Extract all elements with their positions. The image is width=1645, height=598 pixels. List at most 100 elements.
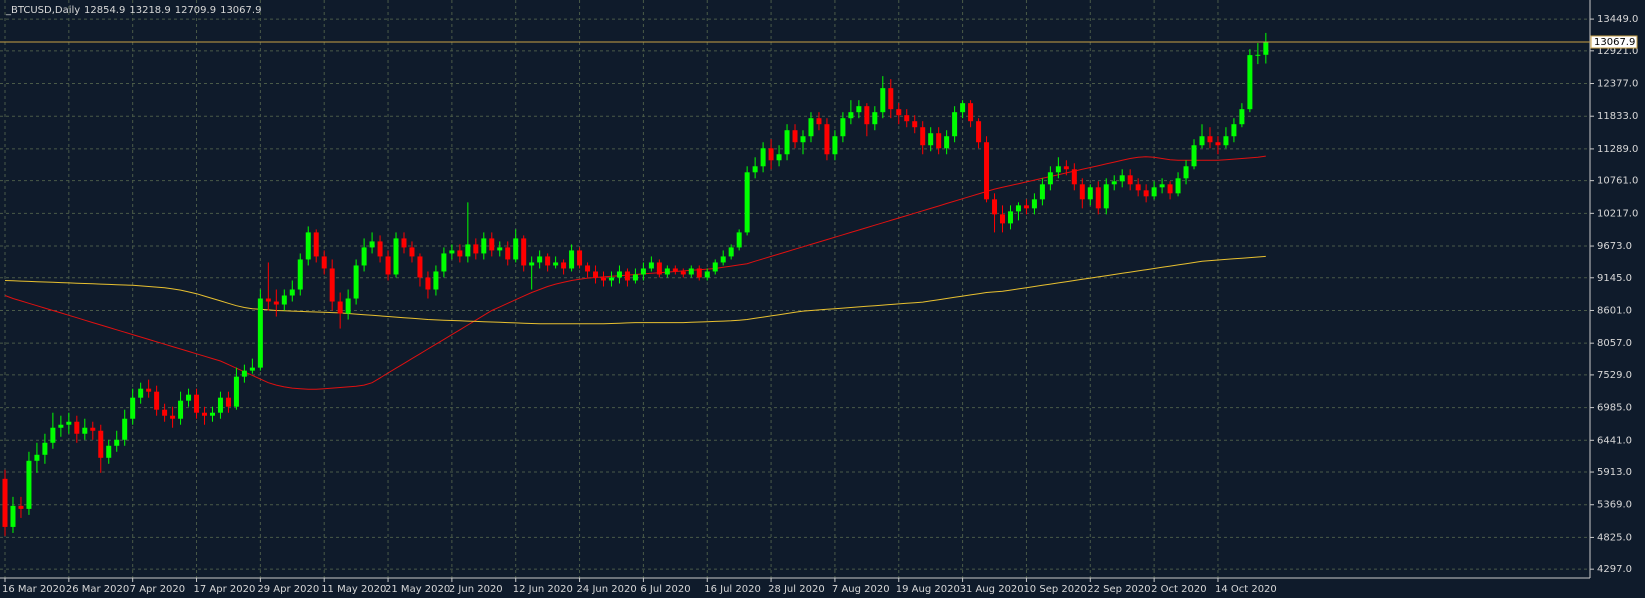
candle-body: [936, 133, 942, 149]
candle-body: [553, 262, 559, 266]
candle-body: [10, 505, 16, 527]
x-tick-label: 10 Sep 2020: [1023, 584, 1086, 595]
candle-body: [537, 256, 543, 263]
candle-body: [656, 262, 662, 275]
candle-body: [672, 268, 678, 272]
candle-body: [992, 199, 998, 215]
candle-body: [26, 460, 32, 509]
x-tick-label: 26 Mar 2020: [66, 584, 129, 595]
candle-body: [457, 250, 463, 257]
candle-body: [720, 256, 726, 263]
candle-body: [776, 154, 782, 161]
y-tick-label: 12377.0: [1597, 79, 1638, 90]
candle-body: [377, 241, 383, 257]
candle-body: [856, 106, 862, 113]
candle-body: [313, 232, 319, 257]
candle-body: [1119, 175, 1125, 182]
x-tick-label: 29 Apr 2020: [257, 584, 319, 595]
candle-body: [321, 256, 327, 269]
candle-body: [1159, 184, 1165, 188]
x-tick-label: 31 Aug 2020: [960, 584, 1024, 595]
x-tick-label: 12 Jun 2020: [513, 584, 573, 595]
candle-body: [704, 271, 710, 278]
candle-body: [345, 298, 351, 314]
candle-body: [880, 88, 886, 113]
x-tick-label: 19 Aug 2020: [896, 584, 960, 595]
candle-body: [209, 412, 215, 416]
candle-body: [768, 148, 774, 161]
candle-body: [912, 121, 918, 128]
candle-body: [832, 136, 838, 155]
candle-body: [984, 142, 990, 200]
candle-body: [241, 370, 247, 377]
candle-body: [608, 277, 614, 281]
x-tick-label: 24 Jun 2020: [577, 584, 637, 595]
moving-average-line: [4, 255, 1266, 325]
x-tick-label: 16 Mar 2020: [2, 584, 65, 595]
candle-body: [194, 394, 200, 413]
y-tick-label: 11833.0: [1597, 111, 1638, 122]
candle-body: [1079, 184, 1085, 200]
y-tick-label: 10217.0: [1597, 208, 1638, 219]
candle-body: [1015, 205, 1021, 212]
y-tick-label: 12921.0: [1597, 46, 1638, 57]
candle-body: [968, 103, 974, 122]
candle-body: [1047, 172, 1053, 185]
candle-body: [1087, 187, 1093, 200]
x-tick-label: 2 Jun 2020: [449, 584, 503, 595]
candle-body: [1239, 109, 1245, 125]
candle-body: [513, 238, 519, 260]
candle-body: [569, 250, 575, 269]
candle-body: [808, 118, 814, 137]
candle-body: [18, 505, 24, 509]
candle-body: [664, 268, 670, 275]
candle-body: [433, 271, 439, 290]
candle-body: [178, 400, 184, 419]
candle-body: [385, 256, 391, 275]
candle-body: [90, 427, 96, 431]
candle-body: [800, 136, 806, 143]
candle-body: [401, 238, 407, 248]
candle-body: [2, 478, 8, 527]
candle-body: [34, 454, 40, 461]
y-tick-label: 6441.0: [1597, 435, 1632, 446]
candle-body: [138, 388, 144, 398]
candle-body: [680, 271, 686, 275]
candle-body: [896, 109, 902, 116]
candle-body: [58, 424, 64, 428]
candle-body: [1167, 184, 1173, 194]
candle-body: [784, 130, 790, 155]
candle-body: [473, 244, 479, 254]
x-tick-label: 16 Jul 2020: [704, 584, 761, 595]
candle-body: [1103, 184, 1109, 209]
candle-body: [297, 259, 303, 290]
candle-body: [904, 115, 910, 122]
candle-body: [329, 268, 335, 302]
candle-body: [217, 397, 223, 413]
candle-body: [1263, 41, 1269, 55]
chart-title: _BTCUSD,Daily: [5, 5, 80, 16]
last-price-label: 13067.9: [1594, 37, 1635, 48]
candle-body: [752, 166, 758, 173]
candle-body: [289, 289, 295, 296]
candle-body: [441, 253, 447, 272]
candle-body: [98, 430, 104, 458]
candle-body: [1031, 199, 1037, 209]
candle-body: [601, 277, 606, 281]
candle-body: [481, 238, 487, 254]
candle-body: [497, 247, 503, 251]
x-tick-label: 11 May 2020: [321, 584, 386, 595]
x-tick-label: 7 Aug 2020: [832, 584, 890, 595]
candle-body: [417, 256, 423, 278]
candle-body: [74, 421, 80, 434]
candle-body: [1223, 136, 1229, 146]
candle-body: [648, 262, 654, 269]
candle-body: [1055, 166, 1061, 173]
candle-body: [337, 301, 343, 314]
candle-body: [688, 268, 694, 275]
ohlc-value: 13067.9: [220, 5, 261, 16]
x-tick-label: 6 Jul 2020: [640, 584, 690, 595]
y-tick-label: 10761.0: [1597, 176, 1638, 187]
